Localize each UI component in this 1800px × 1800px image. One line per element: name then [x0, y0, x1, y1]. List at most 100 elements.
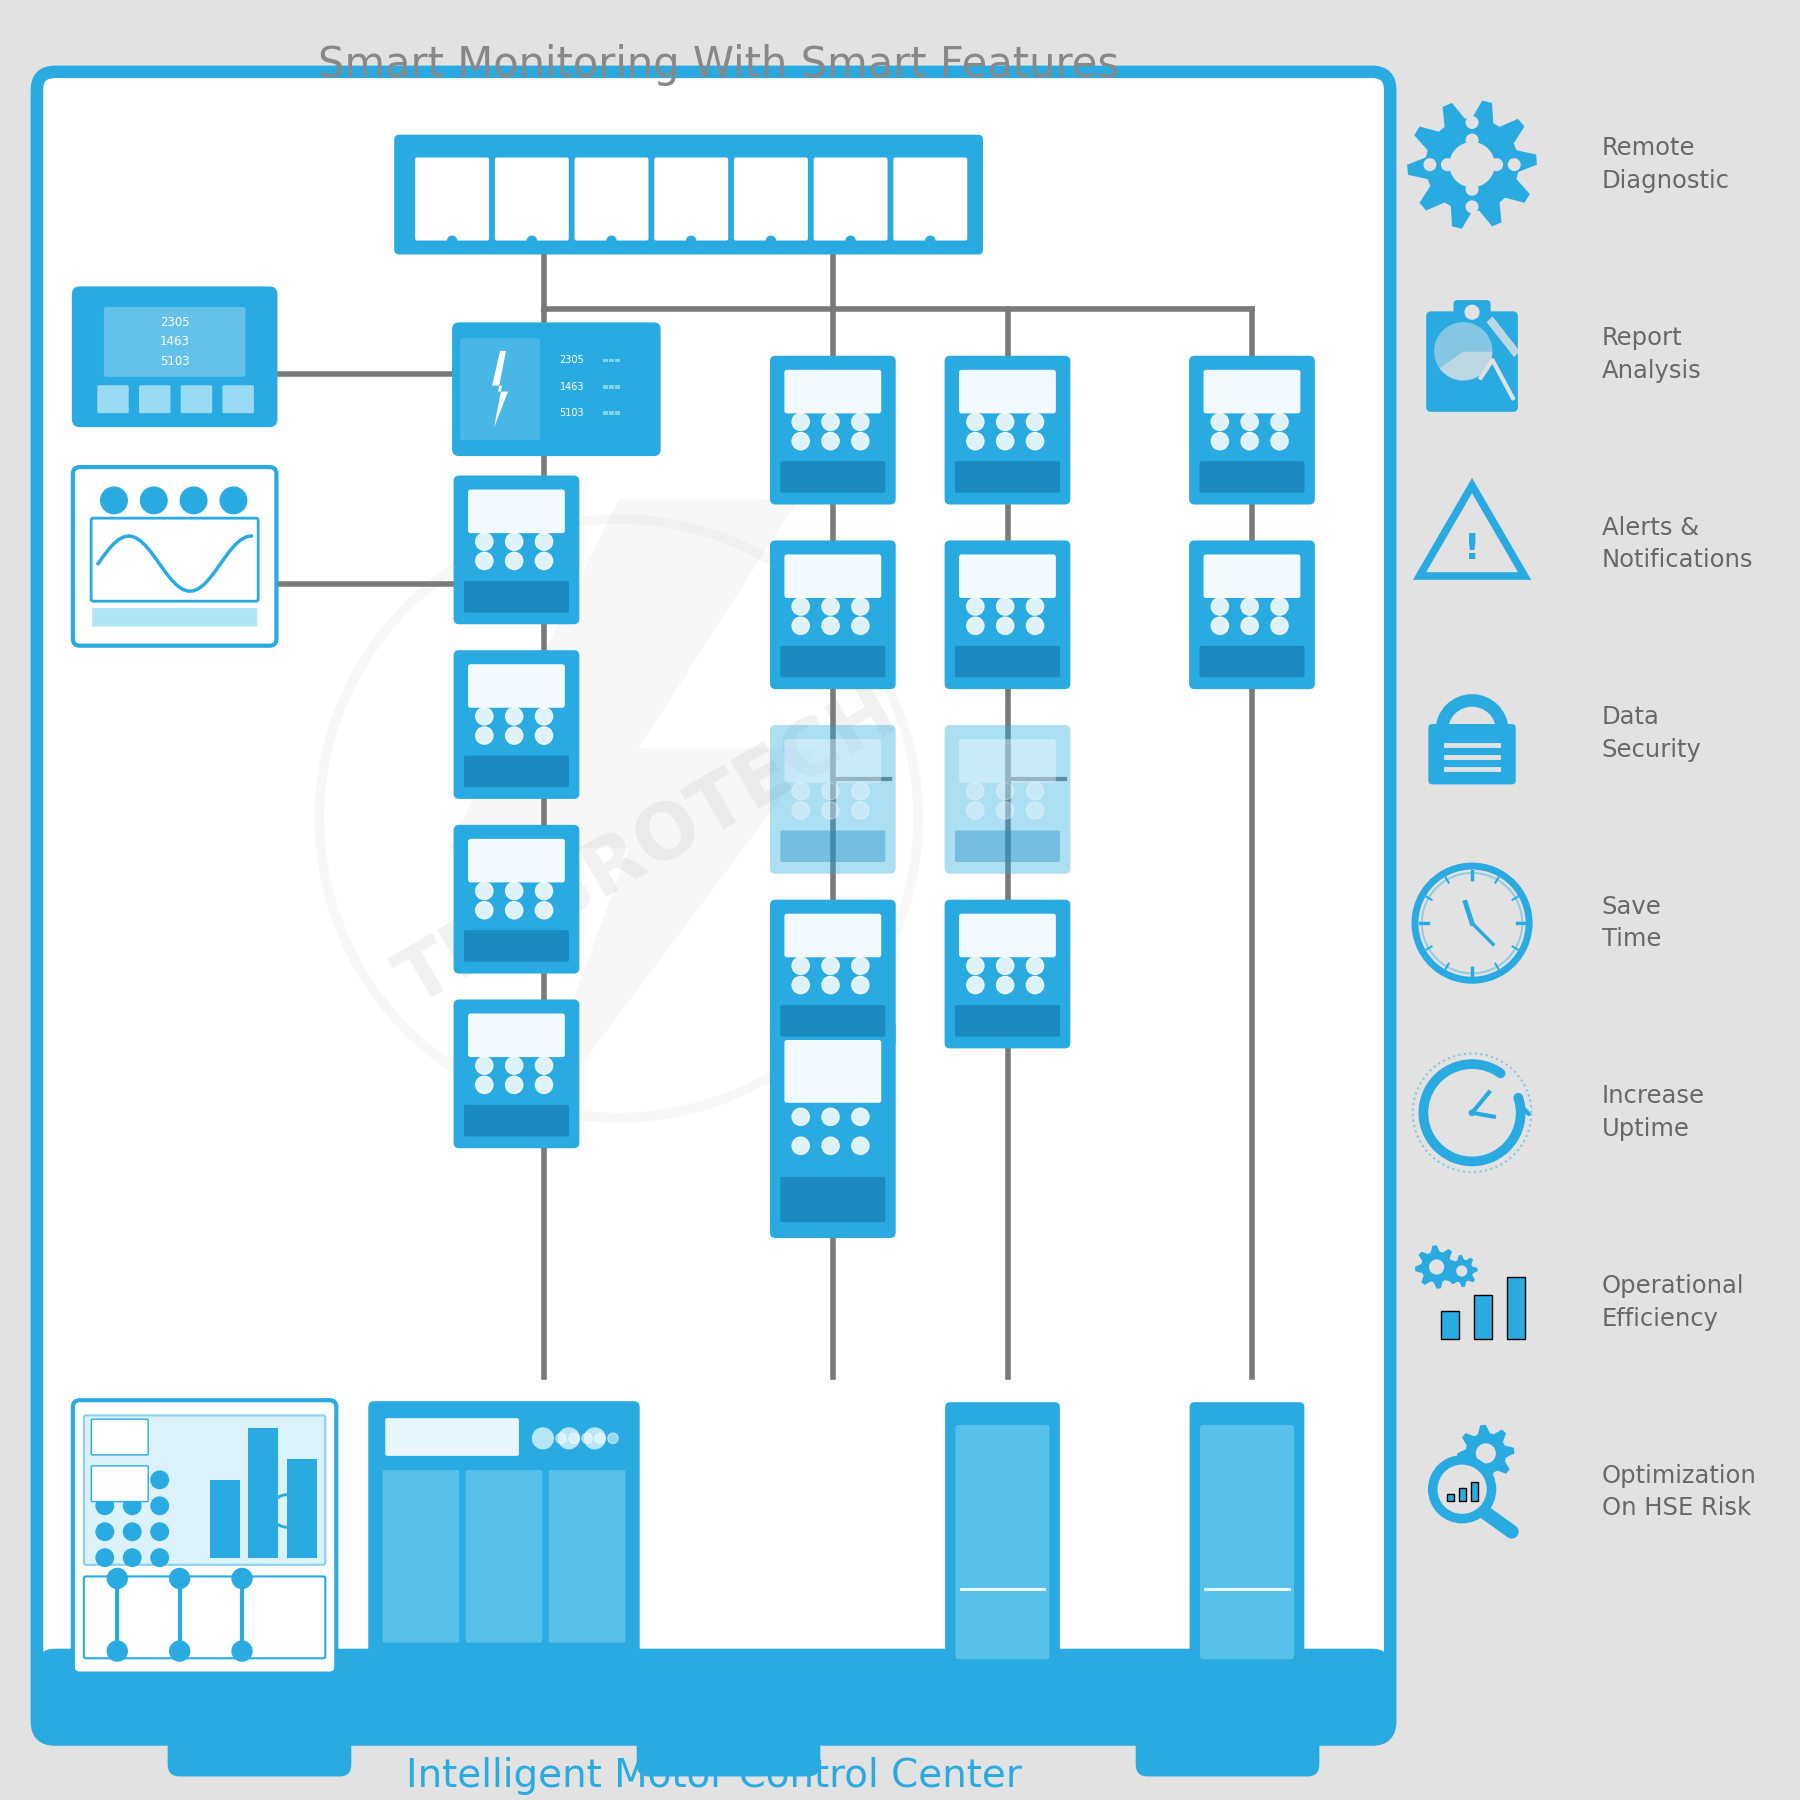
- FancyBboxPatch shape: [464, 1105, 569, 1136]
- Circle shape: [124, 1523, 140, 1541]
- FancyBboxPatch shape: [454, 650, 580, 799]
- FancyBboxPatch shape: [785, 914, 882, 958]
- Circle shape: [997, 432, 1013, 450]
- FancyBboxPatch shape: [416, 157, 490, 241]
- FancyBboxPatch shape: [770, 540, 896, 689]
- FancyBboxPatch shape: [167, 1688, 351, 1777]
- Circle shape: [1271, 414, 1289, 430]
- FancyBboxPatch shape: [466, 1471, 542, 1643]
- FancyBboxPatch shape: [385, 1418, 518, 1456]
- Circle shape: [475, 1076, 493, 1093]
- FancyBboxPatch shape: [578, 1645, 596, 1672]
- Circle shape: [967, 432, 985, 450]
- Circle shape: [475, 1057, 493, 1075]
- Circle shape: [997, 414, 1013, 430]
- Circle shape: [556, 1433, 567, 1444]
- Circle shape: [1424, 158, 1436, 171]
- Text: 5103: 5103: [160, 355, 189, 367]
- Circle shape: [1240, 432, 1258, 450]
- Circle shape: [967, 617, 985, 634]
- Circle shape: [792, 958, 810, 974]
- Polygon shape: [1458, 1426, 1514, 1481]
- FancyBboxPatch shape: [495, 157, 569, 241]
- FancyBboxPatch shape: [1190, 540, 1314, 689]
- Circle shape: [997, 598, 1013, 616]
- Circle shape: [124, 1550, 140, 1566]
- FancyBboxPatch shape: [92, 518, 257, 601]
- Circle shape: [967, 783, 985, 799]
- Text: 2305: 2305: [560, 355, 585, 365]
- Circle shape: [535, 882, 553, 900]
- FancyBboxPatch shape: [603, 358, 608, 362]
- Polygon shape: [1408, 101, 1537, 229]
- Circle shape: [823, 414, 839, 430]
- Circle shape: [688, 236, 697, 245]
- FancyBboxPatch shape: [785, 1040, 882, 1103]
- Circle shape: [1026, 598, 1044, 616]
- FancyBboxPatch shape: [180, 385, 212, 414]
- FancyBboxPatch shape: [734, 157, 808, 241]
- Circle shape: [823, 1109, 839, 1125]
- Circle shape: [967, 976, 985, 994]
- FancyBboxPatch shape: [770, 900, 896, 1048]
- FancyBboxPatch shape: [549, 1471, 625, 1643]
- FancyBboxPatch shape: [1204, 369, 1300, 414]
- FancyBboxPatch shape: [461, 338, 540, 441]
- FancyBboxPatch shape: [945, 356, 1071, 504]
- Circle shape: [792, 617, 810, 634]
- Circle shape: [851, 1109, 869, 1125]
- Circle shape: [1271, 598, 1289, 616]
- Circle shape: [1429, 1260, 1444, 1274]
- Circle shape: [535, 1057, 553, 1075]
- Circle shape: [823, 801, 839, 819]
- Circle shape: [792, 1109, 810, 1125]
- Circle shape: [1211, 617, 1228, 634]
- Text: !: !: [1463, 531, 1480, 565]
- Circle shape: [95, 1550, 113, 1566]
- FancyBboxPatch shape: [608, 385, 614, 389]
- Circle shape: [506, 553, 522, 569]
- Text: Alerts &
Notifications: Alerts & Notifications: [1602, 515, 1753, 572]
- Circle shape: [851, 414, 869, 430]
- Circle shape: [475, 727, 493, 743]
- Circle shape: [232, 1642, 252, 1661]
- Circle shape: [792, 783, 810, 799]
- FancyBboxPatch shape: [1440, 1310, 1460, 1339]
- Circle shape: [1240, 617, 1258, 634]
- Circle shape: [1026, 414, 1044, 430]
- Text: Data
Security: Data Security: [1602, 706, 1701, 761]
- Circle shape: [607, 236, 616, 245]
- Circle shape: [1026, 976, 1044, 994]
- Circle shape: [1026, 617, 1044, 634]
- FancyBboxPatch shape: [1199, 646, 1305, 677]
- Circle shape: [851, 598, 869, 616]
- Circle shape: [581, 1433, 592, 1444]
- Circle shape: [124, 1471, 140, 1489]
- Circle shape: [967, 801, 985, 819]
- Circle shape: [475, 902, 493, 918]
- Circle shape: [448, 236, 457, 245]
- Circle shape: [1271, 617, 1289, 634]
- FancyBboxPatch shape: [1429, 724, 1516, 785]
- Circle shape: [506, 882, 522, 900]
- FancyBboxPatch shape: [468, 490, 565, 533]
- Circle shape: [535, 902, 553, 918]
- FancyBboxPatch shape: [1201, 1426, 1294, 1660]
- Circle shape: [1476, 1444, 1496, 1463]
- Text: Smart Monitoring With Smart Features: Smart Monitoring With Smart Features: [319, 43, 1120, 86]
- Circle shape: [823, 976, 839, 994]
- FancyBboxPatch shape: [286, 1460, 317, 1557]
- Circle shape: [851, 801, 869, 819]
- Circle shape: [851, 783, 869, 799]
- FancyBboxPatch shape: [139, 385, 171, 414]
- FancyBboxPatch shape: [104, 306, 245, 376]
- FancyBboxPatch shape: [85, 1415, 326, 1564]
- FancyBboxPatch shape: [1447, 1494, 1454, 1501]
- Circle shape: [569, 1433, 580, 1444]
- FancyBboxPatch shape: [770, 356, 896, 504]
- FancyBboxPatch shape: [454, 999, 580, 1148]
- Circle shape: [535, 1076, 553, 1093]
- Circle shape: [792, 1138, 810, 1154]
- Circle shape: [823, 617, 839, 634]
- Circle shape: [1240, 598, 1258, 616]
